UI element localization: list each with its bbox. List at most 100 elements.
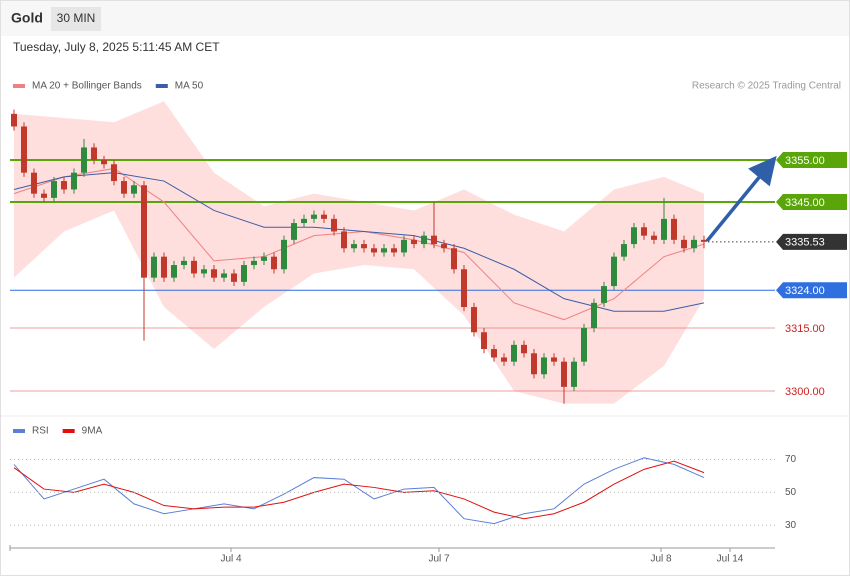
candle-body (281, 239, 287, 270)
candle-body (251, 260, 257, 266)
legend-swatch (155, 84, 168, 88)
candle-body (481, 332, 487, 350)
interval[interactable]: 30 MIN (57, 11, 96, 25)
candle-body (611, 256, 617, 287)
candle-body (521, 344, 527, 354)
candle-body (231, 273, 237, 282)
candle-body (471, 307, 477, 333)
candle-body (91, 147, 97, 161)
candle-body (361, 244, 367, 249)
candle-body (121, 181, 127, 194)
candle-body (441, 244, 447, 249)
candle-body (661, 218, 667, 240)
legend-swatch (13, 429, 25, 433)
price-tag-label: 3335.53 (785, 237, 825, 249)
candle-body (431, 235, 437, 245)
series-line (13, 457, 705, 525)
candle-body (671, 218, 677, 240)
price-tag (776, 282, 847, 299)
candle-body (171, 265, 177, 278)
symbol: Gold (11, 10, 43, 26)
candle-body (161, 256, 167, 278)
candle-body (691, 239, 697, 249)
candle-body (491, 349, 497, 358)
candle-body (301, 218, 307, 224)
candle-body (51, 181, 57, 198)
candle-body (321, 214, 327, 219)
y-tick-label: 70 (785, 454, 797, 465)
forecast-arrow (705, 155, 777, 243)
price-tag (776, 152, 847, 169)
candle-body (581, 328, 587, 362)
candle-body (21, 126, 27, 173)
price-tag (776, 233, 847, 250)
candle-body (151, 256, 157, 278)
candle-body (61, 181, 67, 190)
candle-body (501, 357, 507, 362)
candle-body (601, 286, 607, 303)
candle-body (351, 244, 357, 249)
candle-body (11, 113, 17, 127)
timestamp: Tuesday, July 8, 2025 5:11:45 AM CET (13, 40, 220, 54)
candle-body (71, 172, 77, 190)
candle-body (511, 344, 517, 362)
candle-body (591, 302, 597, 329)
price-tag-label: 3324.00 (785, 285, 825, 297)
candle-body (701, 239, 707, 242)
candle-body (381, 248, 387, 253)
candle-body (631, 227, 637, 245)
candle-body (651, 235, 657, 240)
candle-body (551, 357, 557, 362)
candle-body (241, 265, 247, 282)
level-label: 3300.00 (785, 386, 825, 398)
candle-body (201, 269, 207, 274)
source-note: Research © 2025 Trading Central (692, 81, 841, 92)
x-tick-label: Jul 8 (650, 554, 672, 565)
candle-body (331, 218, 337, 232)
candle-body (621, 244, 627, 257)
interval-box[interactable] (51, 7, 101, 31)
candle-body (221, 273, 227, 278)
candle-body (191, 260, 197, 274)
candle-body (111, 164, 117, 182)
candle-body (341, 231, 347, 249)
candle-body (641, 227, 647, 236)
series-line (13, 460, 705, 520)
legend-label: MA 50 (175, 81, 204, 92)
candle-body (211, 269, 217, 278)
series-line (13, 172, 705, 312)
candle-body (681, 239, 687, 249)
candle-body (451, 248, 457, 270)
x-tick-label: Jul 7 (428, 554, 450, 565)
candle-body (541, 357, 547, 375)
candle-body (181, 260, 187, 266)
legend-swatch (62, 429, 75, 433)
candle-body (31, 172, 37, 194)
candle-body (371, 248, 377, 253)
candle-body (81, 147, 87, 173)
price-tag-label: 3345.00 (785, 197, 825, 209)
candle-body (261, 256, 267, 261)
y-tick-label: 30 (785, 520, 797, 531)
candle-body (131, 185, 137, 194)
candle-body (421, 235, 427, 245)
candle-body (101, 160, 107, 165)
candle-body (561, 361, 567, 387)
price-tag-label: 3355.00 (785, 155, 825, 167)
level-label: 3315.00 (785, 323, 825, 335)
price-tag (776, 194, 847, 211)
candle-body (531, 353, 537, 375)
y-tick-label: 50 (785, 487, 797, 498)
candle-body (571, 361, 577, 387)
legend-label: MA 20 + Bollinger Bands (32, 81, 142, 92)
candle-body (391, 248, 397, 253)
header-bar (1, 1, 849, 36)
candle-body (271, 256, 277, 270)
candle-body (411, 239, 417, 245)
legend-label: 9MA (82, 426, 103, 437)
candle-body (141, 185, 147, 278)
legend-label: RSI (32, 426, 49, 437)
candle-body (401, 239, 407, 253)
